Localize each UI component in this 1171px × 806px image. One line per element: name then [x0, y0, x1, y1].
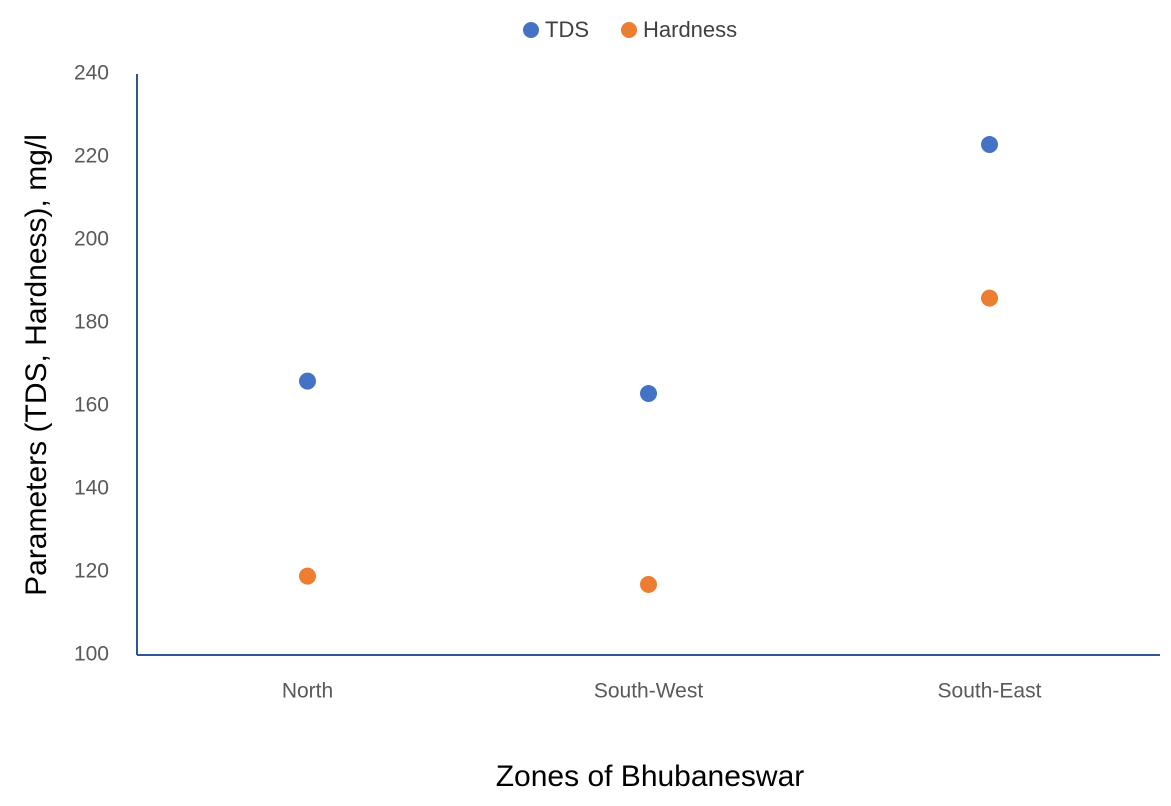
- legend-label: TDS: [545, 17, 589, 42]
- y-tick-label: 140: [74, 477, 109, 500]
- data-point: [299, 372, 316, 390]
- y-tick-label: 220: [74, 145, 109, 168]
- x-tick-label: South-West: [594, 680, 703, 703]
- data-point: [981, 289, 998, 307]
- legend-marker: [621, 22, 637, 38]
- data-point: [640, 575, 657, 593]
- y-tick-label: 240: [74, 62, 109, 85]
- data-point: [299, 567, 316, 585]
- legend-marker: [523, 22, 539, 38]
- y-tick-label: 120: [74, 560, 109, 583]
- y-tick-label: 160: [74, 394, 109, 417]
- x-tick-label: South-East: [938, 680, 1042, 703]
- data-point: [981, 136, 998, 154]
- y-axis-title: Parameters (TDS, Hardness), mg/l: [20, 134, 53, 596]
- legend-label: Hardness: [643, 17, 737, 42]
- y-tick-label: 100: [74, 643, 109, 666]
- y-tick-label: 200: [74, 228, 109, 251]
- y-tick-label: 180: [74, 311, 109, 334]
- x-tick-label: North: [282, 680, 333, 703]
- data-point: [640, 385, 657, 403]
- x-axis-title: Zones of Bhubaneswar: [496, 760, 805, 793]
